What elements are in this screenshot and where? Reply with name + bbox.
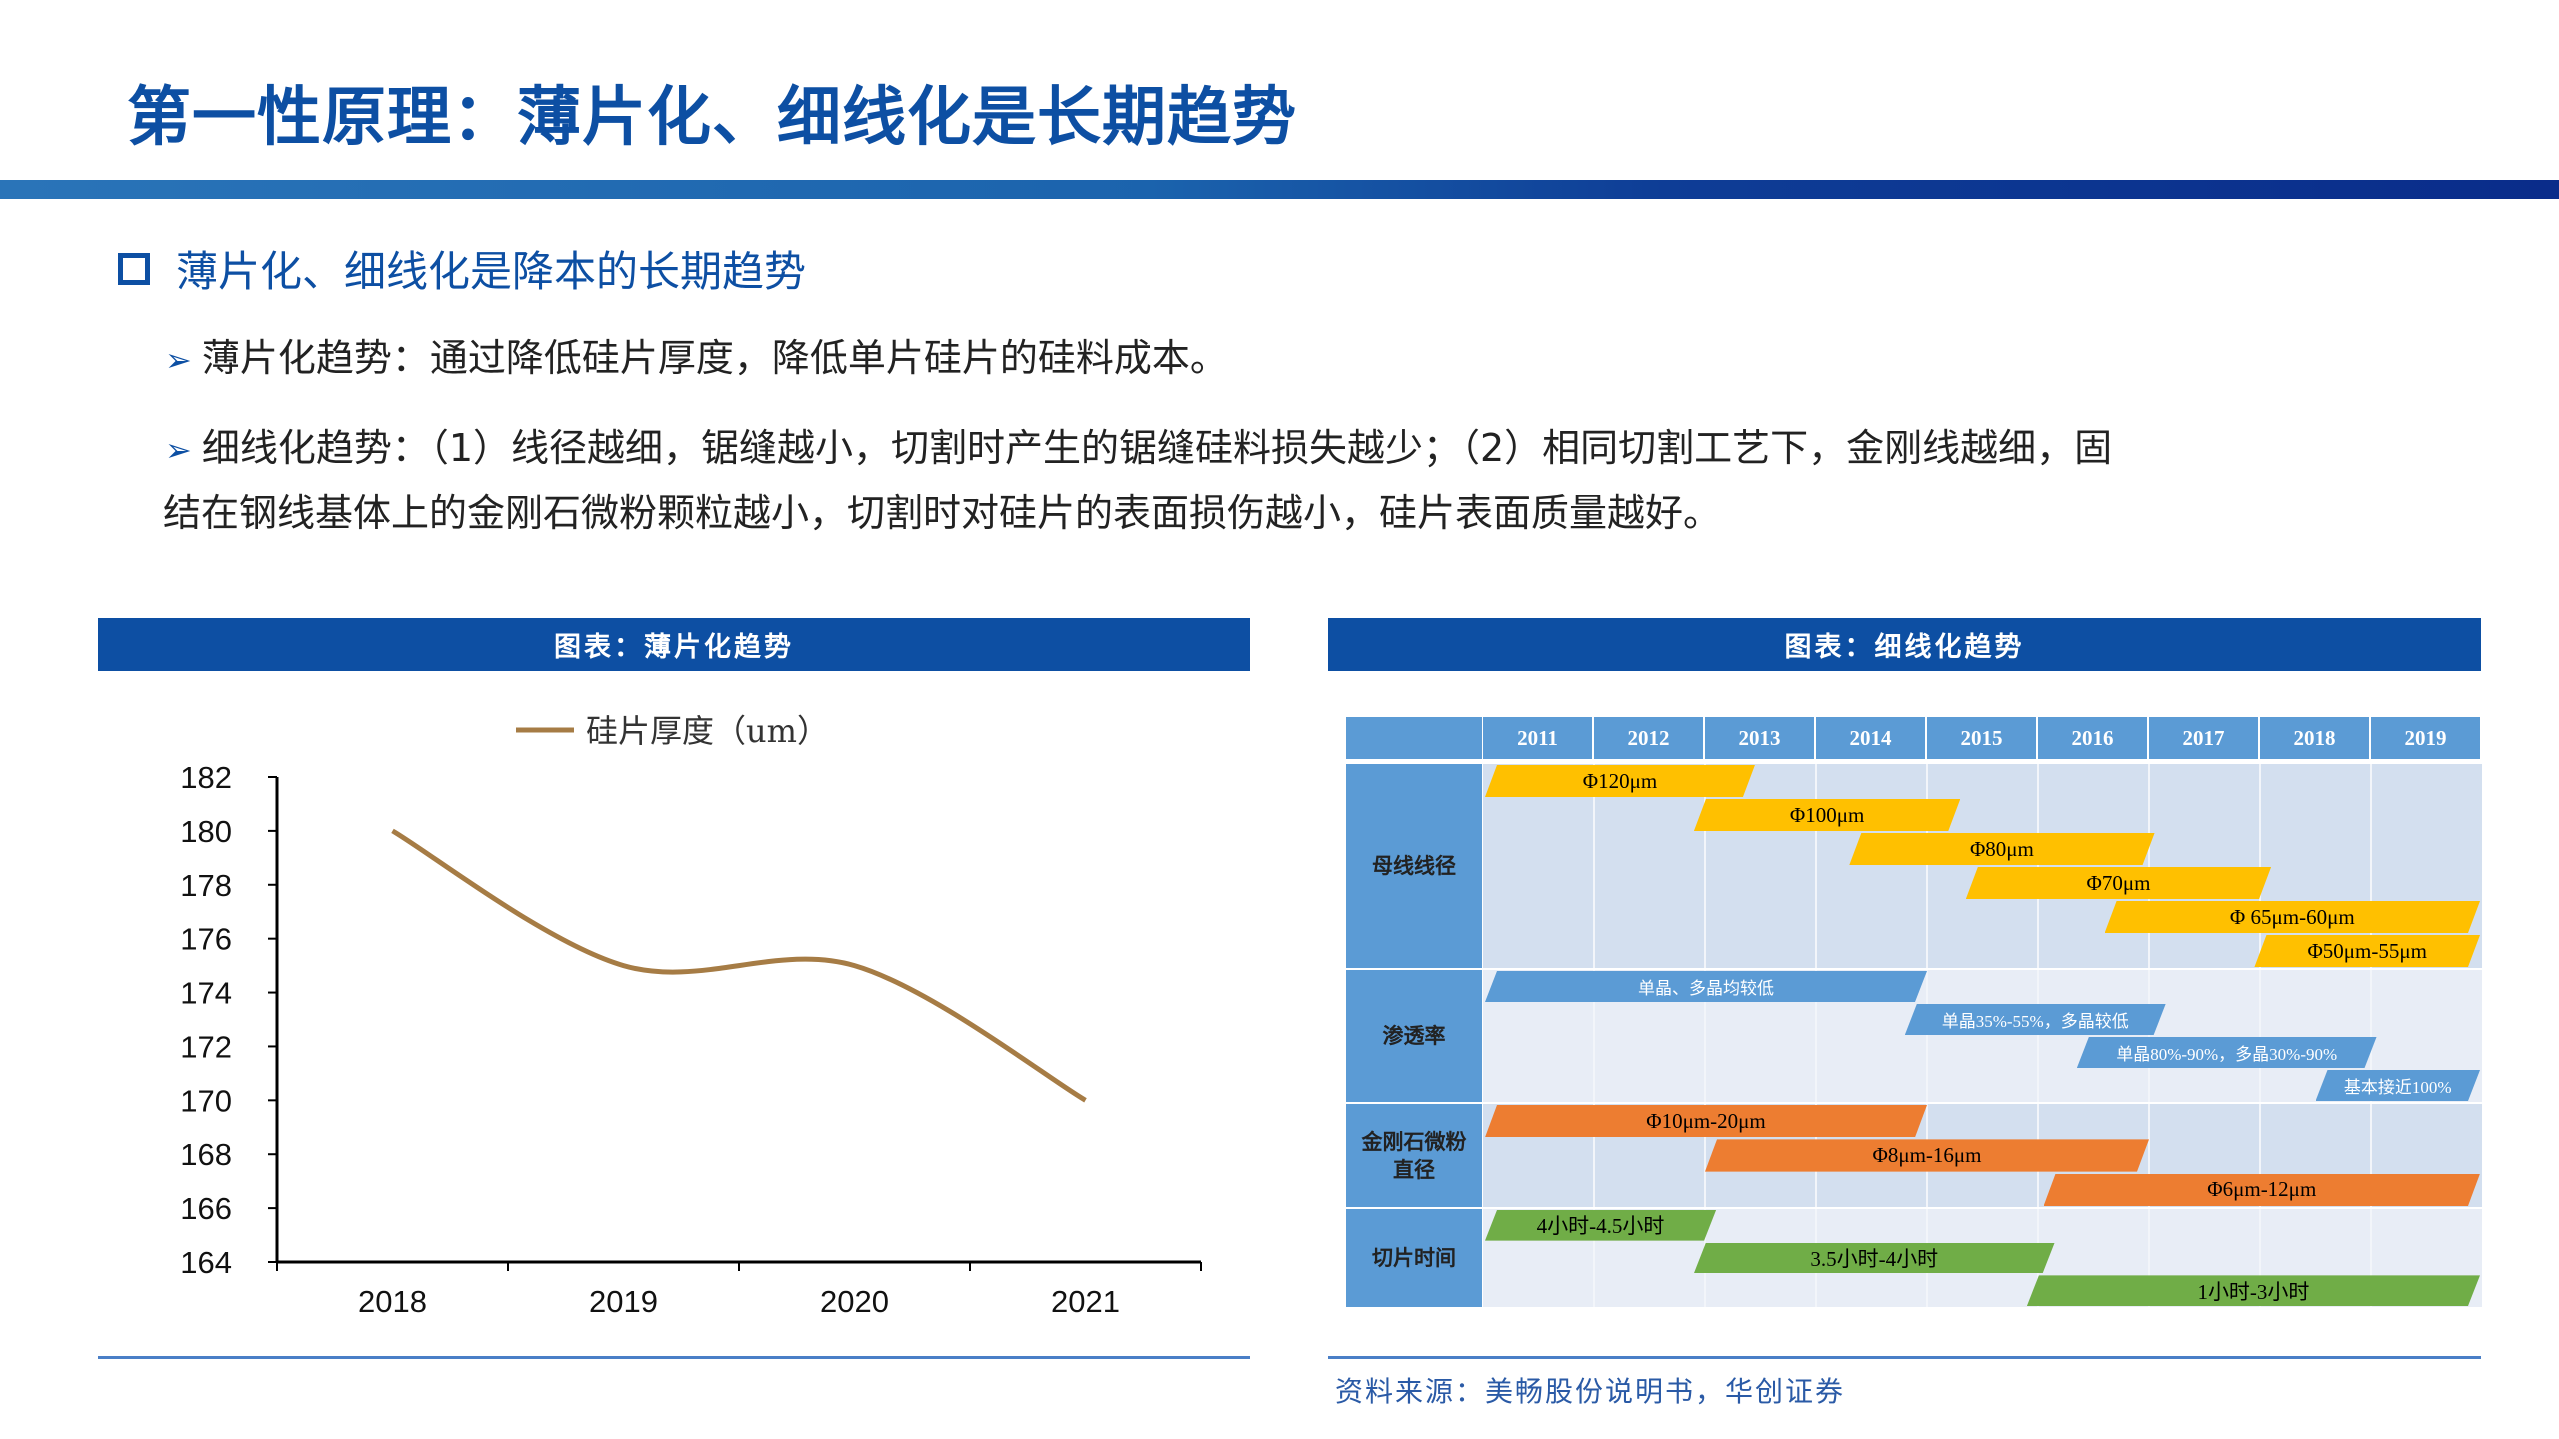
square-bullet-icon: [118, 252, 150, 285]
gantt-bar: Φ100μm: [1694, 799, 1960, 831]
gantt-gridline: [2037, 970, 2039, 1102]
gantt-row-label: 渗透率: [1346, 970, 1482, 1102]
gantt-gridline: [2037, 764, 2039, 968]
gantt-bar: Φ6μm-12μm: [2044, 1174, 2480, 1206]
y-tick-label: 176: [180, 922, 232, 957]
year-header: 2018: [2260, 717, 2369, 759]
gantt-gridline: [2370, 1104, 2372, 1207]
title-divider-bar: [0, 180, 2559, 199]
arrow-bullet-icon: ➢: [165, 341, 192, 379]
gantt-gridline: [1815, 970, 1817, 1102]
gantt-gridline: [2259, 764, 2261, 968]
gantt-gridline: [1593, 764, 1595, 968]
gantt-bar: Φ10μm-20μm: [1485, 1105, 1927, 1137]
gantt-gridline: [1704, 970, 1706, 1102]
x-tick-label: 2019: [589, 1284, 658, 1319]
y-tick-label: 164: [180, 1245, 232, 1280]
gantt-gridline: [2370, 1209, 2372, 1307]
gantt-gridline: [1926, 764, 1928, 968]
section-heading: 薄片化、细线化是降本的长期趋势: [118, 238, 806, 299]
gantt-bar: Φ120μm: [1485, 765, 1755, 797]
gantt-bar: 基本接近100%: [2316, 1070, 2481, 1101]
gantt-gridline: [2148, 764, 2150, 968]
gantt-row-background: [1483, 764, 2482, 968]
source-note: 资料来源：美畅股份说明书，华创证券: [1335, 1375, 1846, 1408]
x-tick-label: 2020: [820, 1284, 889, 1319]
bullet-text: 薄片化趋势：通过降低硅片厚度，降低单片硅片的硅料成本。: [201, 336, 1228, 380]
gantt-gridline: [2370, 970, 2372, 1102]
gantt-bar: Φ 65μm-60μm: [2105, 901, 2480, 933]
gantt-gridline: [1926, 970, 1928, 1102]
gantt-bar: 3.5小时-4小时: [1694, 1243, 2055, 1274]
y-tick-label: 182: [180, 760, 232, 795]
year-header: 2019: [2371, 717, 2480, 759]
legend-label: 硅片厚度（um）: [586, 712, 829, 750]
bullet-text: 细线化趋势：（1）线径越细，锯缝越小，切割时产生的锯缝硅料损失越少；（2）相同切…: [201, 426, 2113, 470]
gantt-gridline: [1593, 1209, 1595, 1307]
gantt-gridline: [1593, 970, 1595, 1102]
bullet-fine-line-cont: 结在钢线基体上的金刚石微粉颗粒越小，切割时对硅片的表面损伤越小，硅片表面质量越好…: [163, 491, 1722, 535]
gantt-bar: Φ80μm: [1849, 833, 2154, 865]
gantt-row-label: 金刚石微粉 直径: [1346, 1104, 1482, 1207]
year-header: 2011: [1483, 717, 1592, 759]
thickness-line-chart: 硅片厚度（um） 182 180 178 176 174 172 170 168 166 164 2…: [180, 712, 1202, 1319]
gantt-bar: Φ50μm-55μm: [2254, 935, 2480, 967]
gantt-bar: Φ8μm-16μm: [1705, 1139, 2149, 1171]
right-panel-title: 图表：细线化趋势: [1328, 618, 2481, 671]
year-header: 2012: [1594, 717, 1703, 759]
x-tick-label: 2021: [1051, 1284, 1120, 1319]
year-header: 2015: [1927, 717, 2036, 759]
left-panel-bottom-rule: [98, 1356, 1250, 1359]
gantt-bar: Φ70μm: [1966, 867, 2271, 899]
year-header: 2016: [2038, 717, 2147, 759]
x-tick-label: 2018: [358, 1284, 427, 1319]
row-label-line: 直径: [1393, 1156, 1435, 1182]
arrow-bullet-icon: ➢: [165, 431, 192, 469]
gantt-gridline: [1704, 764, 1706, 968]
gantt-gridline: [2259, 1209, 2261, 1307]
gantt-gridline: [1704, 1104, 1706, 1207]
gantt-row-label: 母线线径: [1346, 764, 1482, 968]
year-header: 2017: [2149, 717, 2258, 759]
gantt-header-corner: [1346, 717, 1482, 759]
gantt-bar: 单晶35%-55%，多晶较低: [1905, 1004, 2166, 1035]
right-panel-bottom-rule: [1328, 1356, 2481, 1359]
year-header: 2014: [1816, 717, 1925, 759]
gantt-gridline: [2148, 970, 2150, 1102]
gantt-row-label: 切片时间: [1346, 1209, 1482, 1307]
row-label-line: 金刚石微粉: [1361, 1129, 1467, 1155]
gantt-gridline: [2370, 764, 2372, 968]
y-tick-label: 170: [180, 1083, 232, 1118]
gantt-gridline: [2148, 1209, 2150, 1307]
thickness-series-line: [391, 828, 1087, 1103]
gantt-gridline: [2259, 970, 2261, 1102]
y-tick-label: 168: [180, 1137, 232, 1172]
page-title: 第一性原理：薄片化、细线化是长期趋势: [127, 81, 1297, 155]
gantt-bar: 单晶80%-90%，多晶30%-90%: [2077, 1037, 2377, 1068]
gantt-bar: 4小时-4.5小时: [1485, 1210, 1716, 1241]
year-header: 2013: [1705, 717, 1814, 759]
y-tick-label: 178: [180, 868, 232, 903]
gantt-gridline: [2259, 1104, 2261, 1207]
gantt-bar: 1小时-3小时: [2027, 1275, 2480, 1306]
gantt-gridline: [1593, 1104, 1595, 1207]
gantt-bar: 单晶、多晶均较低: [1485, 971, 1927, 1002]
y-tick-label: 180: [180, 814, 232, 849]
gantt-gridline: [2148, 1104, 2150, 1207]
left-panel-title: 图表：薄片化趋势: [98, 618, 1250, 671]
bullet-thinning: ➢ 薄片化趋势：通过降低硅片厚度，降低单片硅片的硅料成本。: [165, 327, 1228, 382]
section-heading-text: 薄片化、细线化是降本的长期趋势: [176, 247, 807, 296]
y-tick-label: 172: [180, 1029, 232, 1064]
chart-legend: 硅片厚度（um）: [516, 712, 829, 750]
gantt-gridline: [1815, 764, 1817, 968]
y-tick-label: 174: [180, 976, 232, 1011]
y-tick-label: 166: [180, 1191, 232, 1226]
bullet-fine-line: ➢ 细线化趋势：（1）线径越细，锯缝越小，切割时产生的锯缝硅料损失越少；（2）相同…: [165, 417, 2112, 472]
